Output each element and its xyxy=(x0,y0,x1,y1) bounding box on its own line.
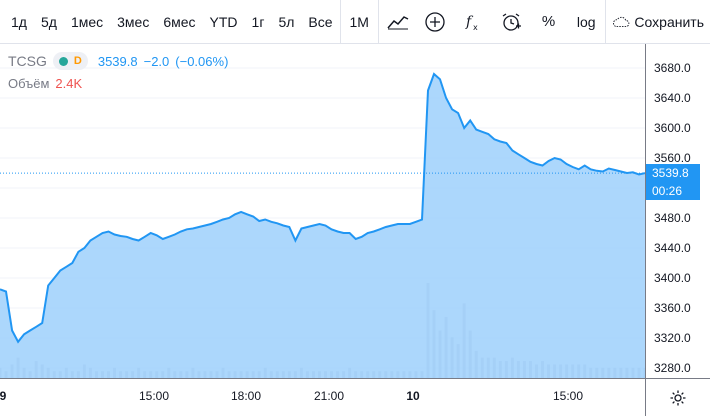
gear-icon xyxy=(670,390,686,405)
toolbar-divider xyxy=(377,0,379,44)
percent-button[interactable]: % xyxy=(541,13,556,30)
price-tick-label: 3320.0 xyxy=(654,331,691,345)
price-tick-label: 3640.0 xyxy=(654,91,691,105)
time-tick-label: 10 xyxy=(406,389,420,403)
price-tick-label: 3440.0 xyxy=(654,241,691,255)
last-price-label: 3539.8 xyxy=(646,164,700,183)
market-status-badge[interactable]: D xyxy=(52,52,88,70)
volume-legend: Объём 2.4K xyxy=(8,76,82,91)
price-chart[interactable] xyxy=(0,44,645,378)
legend-price: 3539.8 xyxy=(97,53,138,69)
price-tick-label: 3560.0 xyxy=(654,151,691,165)
price-tick-label: 3600.0 xyxy=(654,121,691,135)
toolbar-divider xyxy=(339,0,341,44)
save-label: Сохранить xyxy=(634,13,704,30)
time-tick-label: 15:00 xyxy=(138,389,170,403)
price-tick-label: 3400.0 xyxy=(654,271,691,285)
time-tick-label: 21:00 xyxy=(313,389,345,403)
time-tick-label: 18:00 xyxy=(230,389,262,403)
svg-text:x: x xyxy=(473,23,478,32)
interval-button[interactable]: 1М xyxy=(349,13,369,30)
price-scale[interactable]: 3680.03640.03600.03560.03520.03480.03440… xyxy=(645,44,710,378)
svg-text:f: f xyxy=(465,14,474,30)
range-1d-button[interactable]: 1д xyxy=(11,13,27,30)
alarm-clock-icon[interactable] xyxy=(492,7,530,37)
delay-letter: D xyxy=(73,55,82,67)
range-5d-button[interactable]: 5д xyxy=(40,13,57,30)
legend-change-pct: (−0.06%) xyxy=(175,53,229,69)
chart-style-icon[interactable] xyxy=(379,7,417,37)
range-6m-button[interactable]: 6мес xyxy=(163,13,196,30)
price-tick-label: 3280.0 xyxy=(654,361,691,375)
chart-pane[interactable] xyxy=(0,44,645,378)
range-1y-button[interactable]: 1г xyxy=(251,13,265,30)
time-tick-label: 15:00 xyxy=(552,389,584,403)
range-5y-button[interactable]: 5л xyxy=(278,13,295,30)
cloud-icon xyxy=(613,16,630,27)
toolbar-divider xyxy=(605,0,607,44)
settings-corner[interactable] xyxy=(645,378,710,416)
range-1m-button[interactable]: 1мес xyxy=(70,13,104,30)
symbol-name[interactable]: TCSG xyxy=(8,53,47,69)
countdown-label: 00:26 xyxy=(646,182,700,201)
range-3m-button[interactable]: 3мес xyxy=(117,13,150,30)
price-tick-label: 3480.0 xyxy=(654,211,691,225)
status-dot-icon xyxy=(58,56,68,66)
range-ytd-button[interactable]: YTD xyxy=(209,13,238,30)
add-indicator-icon[interactable] xyxy=(417,7,455,37)
price-line xyxy=(0,72,645,344)
volume-label[interactable]: Объём xyxy=(8,76,50,91)
price-area-fill xyxy=(0,74,645,378)
price-tick-label: 3360.0 xyxy=(654,301,691,315)
range-all-button[interactable]: Все xyxy=(308,13,333,30)
symbol-legend: TCSG D 3539.8 −2.0 (−0.06%) xyxy=(8,52,228,70)
time-tick-label: 9 xyxy=(0,389,7,403)
time-scale[interactable]: 9 15:00 18:00 21:00 10 15:00 xyxy=(0,378,645,416)
legend-change: −2.0 xyxy=(143,53,170,69)
timeframe-group: 1д 5д 1мес 3мес 6мес YTD 1г 5л Все xyxy=(0,0,340,43)
price-tick-label: 3680.0 xyxy=(654,61,691,75)
save-button[interactable]: Сохранить xyxy=(606,7,710,37)
volume-value: 2.4K xyxy=(55,76,83,91)
log-scale-button[interactable]: log xyxy=(576,13,596,30)
